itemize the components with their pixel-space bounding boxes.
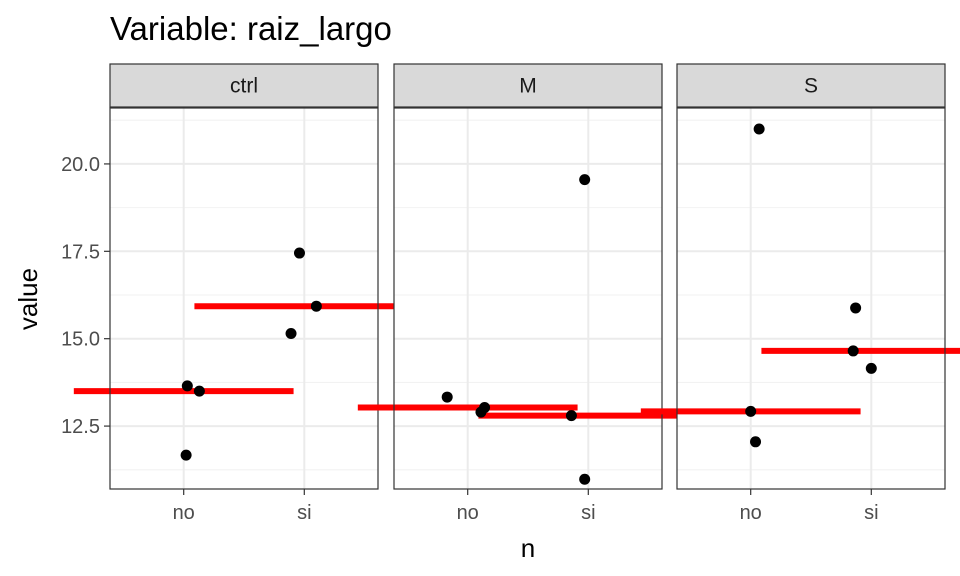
y-axis: 12.5 15.0 17.5 20.0 — [61, 154, 110, 438]
facet-strip-label: S — [804, 75, 818, 98]
panel-M: Mno si — [357, 63, 699, 524]
data-point — [310, 300, 322, 312]
data-point — [441, 391, 453, 403]
data-point — [579, 473, 591, 485]
facet-strip — [676, 63, 946, 108]
panel-border — [393, 107, 663, 490]
panel-ctrl: ctrl no si — [73, 63, 415, 524]
facet-strip-label: ctrl — [230, 75, 258, 98]
data-point — [475, 406, 487, 418]
x-tick-label: no — [457, 502, 479, 524]
data-point — [865, 362, 877, 374]
x-tick-label: no — [740, 502, 762, 524]
panels-layer: ctrl no si Mno si Sno si — [73, 63, 960, 524]
x-tick-label: si — [864, 502, 878, 524]
facet-strip — [393, 63, 663, 108]
y-tick-label: 12.5 — [61, 416, 100, 438]
panel-background — [677, 108, 945, 489]
data-point — [293, 247, 305, 259]
data-point — [579, 174, 591, 186]
y-tick-label: 20.0 — [61, 154, 100, 176]
y-axis-title: value — [13, 268, 43, 330]
y-tick-label: 15.0 — [61, 329, 100, 351]
x-tick-label: no — [173, 502, 195, 524]
data-point — [850, 302, 862, 314]
panel-S: Sno si — [640, 63, 960, 524]
data-point — [745, 405, 757, 417]
data-point — [565, 410, 577, 422]
panel-background — [394, 108, 662, 489]
x-tick-label: si — [297, 502, 311, 524]
data-point — [193, 385, 205, 397]
data-point — [847, 345, 859, 357]
chart-title: Variable: raiz_largo — [110, 10, 392, 47]
y-tick-label: 17.5 — [61, 241, 100, 263]
data-point — [180, 449, 192, 461]
facet-strip — [109, 63, 379, 108]
data-point — [753, 123, 765, 135]
x-axis-title: n — [521, 533, 535, 563]
data-point — [750, 436, 762, 448]
panel-border — [676, 107, 946, 490]
x-tick-label: si — [581, 502, 595, 524]
panel-border — [109, 107, 379, 490]
panel-background — [110, 108, 378, 489]
facet-strip-label: M — [519, 75, 537, 98]
data-point — [181, 380, 193, 392]
data-point — [285, 327, 297, 339]
